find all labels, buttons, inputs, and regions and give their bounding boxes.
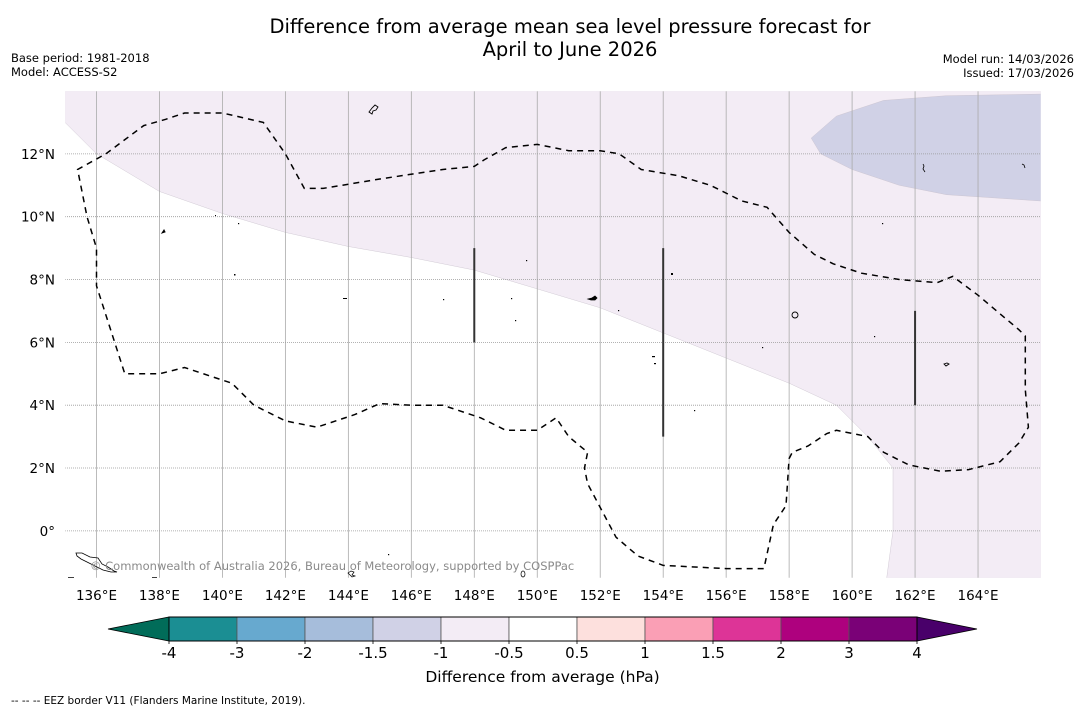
colorbar-tick-label: 2	[776, 644, 786, 662]
longitude-label: 138°E	[139, 588, 180, 604]
latitude-label: 12°N	[21, 147, 55, 163]
colorbar-bin	[236, 616, 306, 642]
latitude-label: 2°N	[30, 461, 55, 477]
longitude-label: 162°E	[895, 588, 936, 604]
colorbar-tick-label: 4	[912, 644, 922, 662]
island-nauru	[520, 570, 526, 578]
longitude-label: 158°E	[769, 588, 810, 604]
colorbar-tick-label: -1.5	[358, 644, 387, 662]
latitude-label: 8°N	[30, 273, 55, 289]
latitude-label: 0°	[40, 524, 55, 540]
longitude-label: 140°E	[202, 588, 243, 604]
colorbar-over-arrow	[916, 616, 978, 642]
island-yap	[160, 229, 166, 234]
island-marshall	[922, 163, 1026, 173]
longitude-label: 148°E	[454, 588, 495, 604]
region-anomaly-minus-1.5-to-minus-1	[810, 93, 1041, 202]
colorbar-tick-label: -4	[162, 644, 177, 662]
colorbar-bin	[644, 616, 714, 642]
colorbar-under-arrow	[107, 616, 170, 642]
colorbar-tick-label: -1	[434, 644, 449, 662]
latitude-labels: 12°N 10°N 8°N 6°N 4°N 2°N 0°	[21, 147, 55, 540]
copyright-notice: © Commonwealth of Australia 2026, Bureau…	[90, 559, 574, 573]
anomaly-regions	[65, 91, 1041, 578]
colorbar-label: Difference from average (hPa)	[425, 668, 660, 686]
title-line-2: April to June 2026	[482, 38, 658, 61]
latitude-label: 10°N	[21, 210, 55, 226]
marker-lines	[473, 248, 917, 437]
chart-title: Difference from average mean sea level p…	[0, 15, 1085, 61]
longitude-label: 160°E	[832, 588, 873, 604]
island-manus	[347, 570, 357, 578]
island-pohnpei	[791, 311, 799, 319]
island-chuuk	[586, 295, 598, 301]
model-run-date: Model run: 14/03/2026	[942, 52, 1074, 66]
colorbar-bin	[372, 616, 442, 642]
colorbar-bin	[780, 616, 850, 642]
colorbar-bin	[440, 616, 510, 642]
region-anomaly-minus-1-to-minus-0.5	[65, 91, 1041, 578]
colorbar-bin	[848, 616, 918, 642]
latitude-label: 4°N	[30, 398, 55, 414]
title-line-1: Difference from average mean sea level p…	[269, 15, 871, 38]
island-guam	[368, 104, 379, 115]
colorbar-tick-label: -0.5	[494, 644, 523, 662]
colorbar-bin	[712, 616, 782, 642]
colorbar-tick-label: -2	[298, 644, 313, 662]
longitude-labels: 136°E 138°E 140°E 142°E 144°E 146°E 148°E 150°E…	[76, 588, 999, 604]
colorbar-tick-label: 1	[640, 644, 650, 662]
model-name: Model: ACCESS-S2	[11, 65, 118, 79]
colorbar-bin	[168, 616, 238, 642]
colorbar-tick-label: 3	[844, 644, 854, 662]
longitude-label: 142°E	[265, 588, 306, 604]
base-period: Base period: 1981-2018	[11, 51, 150, 65]
island-kosrae	[943, 362, 950, 367]
islands	[68, 104, 1026, 578]
longitude-label: 152°E	[580, 588, 621, 604]
longitude-label: 154°E	[643, 588, 684, 604]
colorbar-bin	[508, 616, 578, 642]
run-info: Model run: 14/03/2026 Issued: 17/03/2026	[943, 52, 1074, 80]
longitude-label: 150°E	[517, 588, 558, 604]
colorbar: -4 -3 -2 -1.5 -1 -0.5 0.5 1 1.5 2 3 4	[107, 616, 978, 662]
longitude-label: 146°E	[391, 588, 432, 604]
longitude-label: 136°E	[76, 588, 117, 604]
colorbar-tick-label: 0.5	[565, 644, 589, 662]
small-atolls	[68, 215, 884, 578]
eez-border	[76, 112, 1030, 570]
longitude-label: 164°E	[958, 588, 999, 604]
map-frame	[64, 90, 1042, 579]
longitude-label: 144°E	[328, 588, 369, 604]
colorbar-tick-label: 1.5	[701, 644, 725, 662]
model-info: Base period: 1981-2018 Model: ACCESS-S2	[11, 51, 150, 79]
colorbar-outline	[168, 616, 918, 642]
longitude-label: 156°E	[706, 588, 747, 604]
island-new-guinea-north	[75, 552, 118, 573]
colorbar-bin	[304, 616, 374, 642]
latitude-label: 6°N	[30, 335, 55, 351]
colorbar-bin	[576, 616, 646, 642]
colorbar-tick-label: -3	[230, 644, 245, 662]
issued-date: Issued: 17/03/2026	[963, 66, 1074, 80]
eez-footnote: -- -- -- EEZ border V11 (Flanders Marine…	[11, 695, 306, 707]
